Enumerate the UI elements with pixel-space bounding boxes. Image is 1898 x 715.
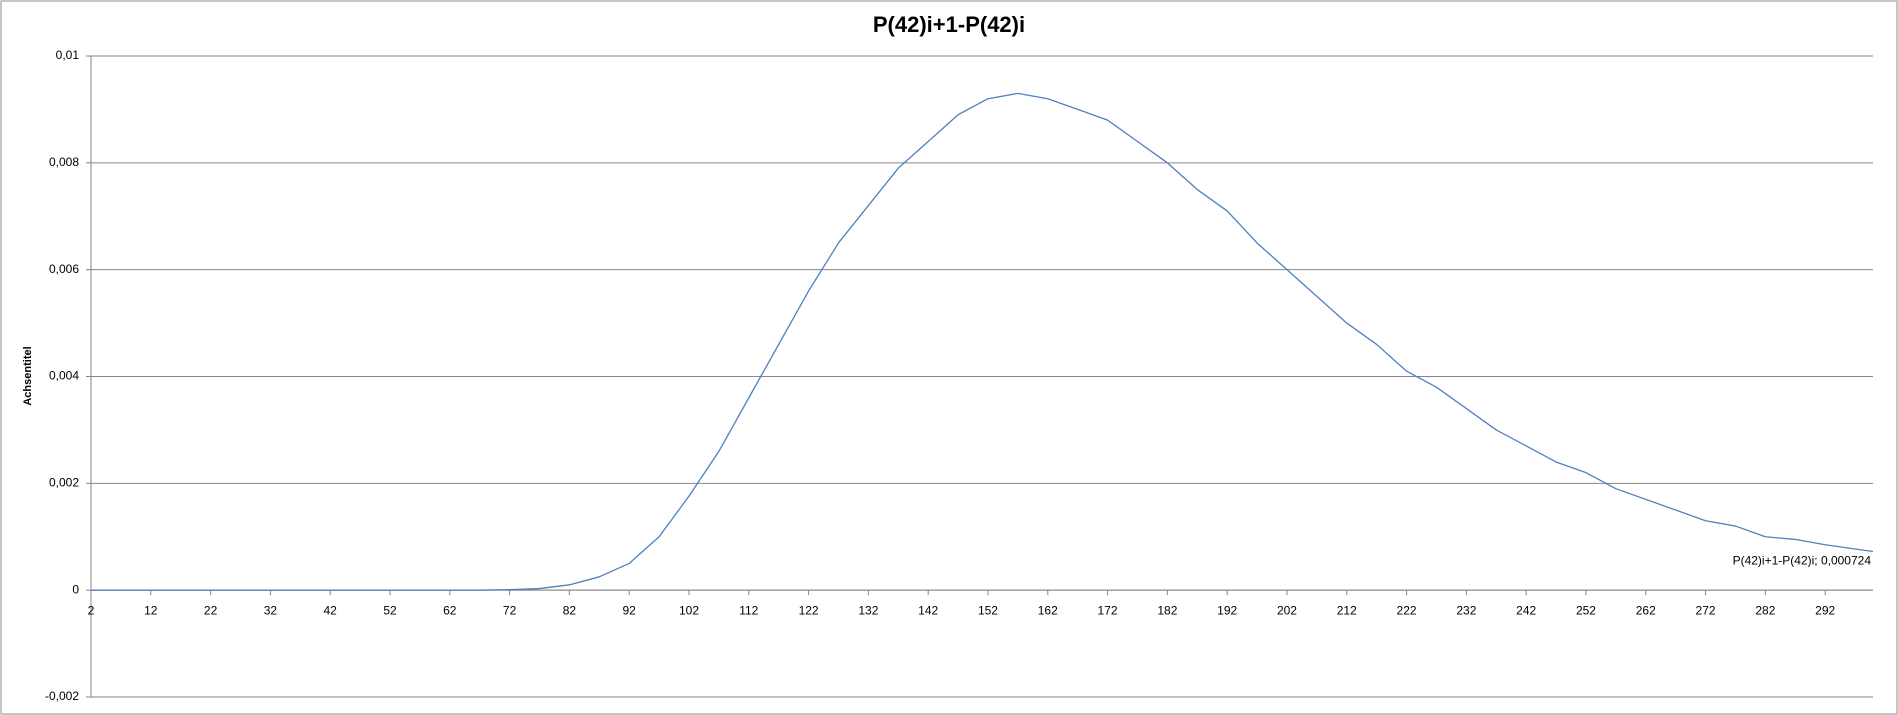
- x-tick-label: 292: [1815, 603, 1835, 617]
- chart-title: P(42)i+1-P(42)i: [873, 12, 1025, 37]
- x-tick-label: 262: [1636, 603, 1656, 617]
- x-tick-label: 212: [1337, 603, 1357, 617]
- x-tick-label: 172: [1098, 603, 1118, 617]
- x-tick-label: 192: [1217, 603, 1237, 617]
- x-tick-label: 132: [858, 603, 878, 617]
- x-tick-label: 82: [563, 603, 577, 617]
- x-tick-label: 282: [1755, 603, 1775, 617]
- x-tick-label: 272: [1696, 603, 1716, 617]
- y-axis-title: Achsentitel: [22, 346, 34, 405]
- x-tick-label: 232: [1456, 603, 1476, 617]
- data-label: P(42)i+1-P(42)i; 0,000724: [1733, 554, 1872, 568]
- x-tick-label: 122: [799, 603, 819, 617]
- x-tick-label: 102: [679, 603, 699, 617]
- y-tick-label: 0,002: [49, 476, 79, 490]
- x-tick-label: 92: [623, 603, 637, 617]
- x-tick-label: 72: [503, 603, 517, 617]
- x-tick-label: 252: [1576, 603, 1596, 617]
- x-tick-label: 12: [144, 603, 158, 617]
- x-tick-label: 42: [324, 603, 338, 617]
- y-tick-label: 0: [72, 582, 79, 596]
- x-tick-label: 152: [978, 603, 998, 617]
- x-tick-label: 142: [918, 603, 938, 617]
- x-tick-label: 22: [204, 603, 218, 617]
- x-tick-label: 202: [1277, 603, 1297, 617]
- y-tick-label: 0,01: [56, 48, 80, 62]
- x-tick-label: 112: [739, 603, 758, 617]
- y-tick-label: 0,006: [49, 262, 79, 276]
- x-tick-label: 32: [264, 603, 278, 617]
- x-tick-label: 162: [1038, 603, 1058, 617]
- x-tick-label: 222: [1397, 603, 1417, 617]
- data-line: [91, 92, 1874, 591]
- x-tick-label: 242: [1516, 603, 1536, 617]
- x-tick-label: 2: [88, 603, 95, 617]
- x-tick-label: 52: [383, 603, 397, 617]
- x-tick-label: 182: [1157, 603, 1177, 617]
- y-tick-label: 0,004: [49, 369, 79, 383]
- y-tick-label: -0,002: [45, 689, 79, 703]
- y-tick-label: 0,008: [49, 155, 79, 169]
- x-tick-label: 62: [443, 603, 457, 617]
